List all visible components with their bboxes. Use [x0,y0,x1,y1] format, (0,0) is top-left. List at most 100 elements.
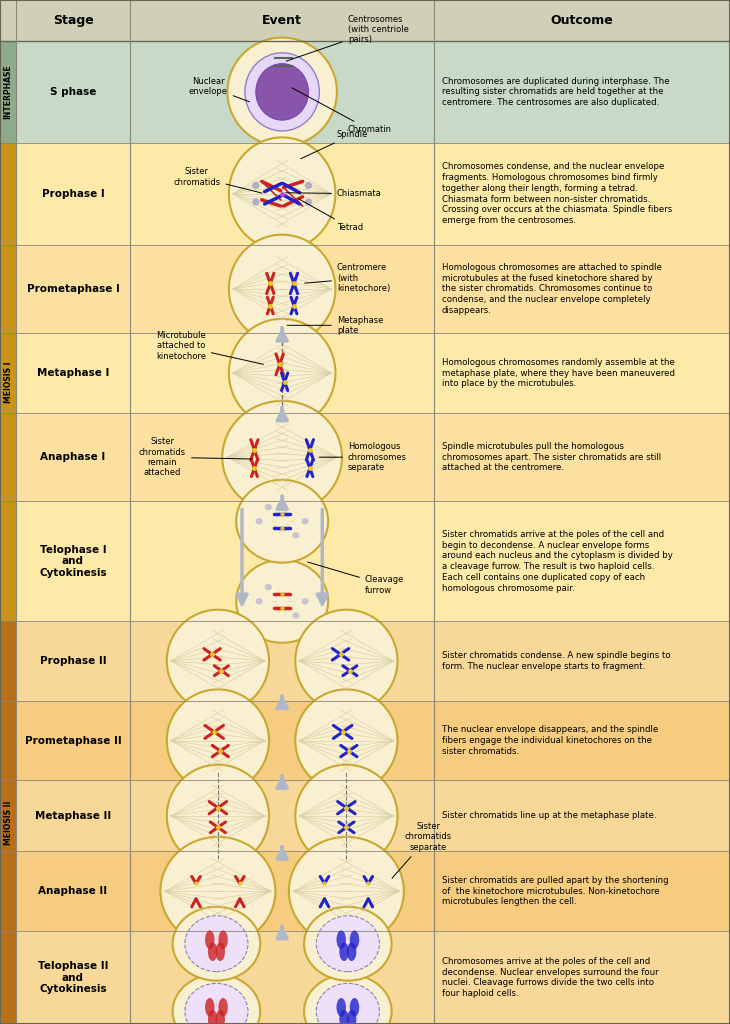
Text: Telophase I
and
Cytokinesis: Telophase I and Cytokinesis [39,545,107,578]
Bar [16,413,730,502]
Ellipse shape [301,518,309,524]
Text: The nuclear envelope disappears, and the spindle
fibers engage the individual ki: The nuclear envelope disappears, and the… [442,725,658,756]
Text: Sister chromatids line up at the metaphase plate.: Sister chromatids line up at the metapha… [442,811,656,820]
Text: Stage: Stage [53,14,93,27]
Bar [0,41,16,142]
Text: Cleavage
furrow: Cleavage furrow [308,562,404,595]
Ellipse shape [185,915,248,972]
Ellipse shape [347,942,356,961]
Bar [0,621,16,1024]
Text: Metaphase II: Metaphase II [35,811,111,821]
Ellipse shape [166,765,269,867]
Bar [16,700,730,780]
Text: Homologous chromosomes are attached to spindle
microtubules at the fused kinetoc: Homologous chromosomes are attached to s… [442,263,661,315]
Bar [16,931,730,1024]
Ellipse shape [292,612,299,618]
Ellipse shape [172,975,260,1024]
Text: Prophase II: Prophase II [39,656,107,666]
Text: Metaphase I: Metaphase I [36,368,110,378]
Ellipse shape [252,182,259,189]
Ellipse shape [350,998,359,1017]
Ellipse shape [185,983,248,1024]
Ellipse shape [236,560,328,643]
Text: Homologous
chromosomes
separate: Homologous chromosomes separate [319,442,407,472]
Ellipse shape [347,1010,356,1024]
Ellipse shape [295,609,397,712]
Ellipse shape [229,234,336,343]
Text: Sister
chromatids
remain
attached: Sister chromatids remain attached [139,437,252,477]
Ellipse shape [215,942,225,961]
Text: Spindle: Spindle [301,130,368,159]
Ellipse shape [222,400,342,513]
Text: Sister chromatids condense. A new spindle begins to
form. The nuclear envelope s: Sister chromatids condense. A new spindl… [442,651,670,671]
Text: Prometaphase II: Prometaphase II [25,735,121,745]
Text: Homologous chromosomes randomly assemble at the
metaphase plate, where they have: Homologous chromosomes randomly assemble… [442,357,675,388]
Bar [16,41,730,142]
Ellipse shape [245,53,320,131]
Ellipse shape [337,998,346,1017]
Bar [16,333,730,413]
Text: Outcome: Outcome [551,14,613,27]
Text: MEIOSIS I: MEIOSIS I [4,361,12,402]
Ellipse shape [205,931,215,949]
Ellipse shape [208,942,218,961]
Bar [16,245,730,333]
Ellipse shape [292,532,299,539]
Ellipse shape [316,983,380,1024]
Text: INTERPHASE: INTERPHASE [4,65,12,119]
Text: Anaphase I: Anaphase I [40,453,106,462]
Ellipse shape [252,199,259,206]
Ellipse shape [339,1010,349,1024]
Ellipse shape [350,931,359,949]
Ellipse shape [218,998,228,1017]
Text: Chromatin: Chromatin [292,88,392,134]
Ellipse shape [205,998,215,1017]
Ellipse shape [295,765,397,867]
Ellipse shape [218,931,228,949]
Ellipse shape [255,598,263,604]
Ellipse shape [166,689,269,792]
Text: MEIOSIS II: MEIOSIS II [4,801,12,845]
Ellipse shape [161,837,275,945]
Bar [16,621,730,700]
Bar [0,142,16,621]
Ellipse shape [301,598,309,604]
Ellipse shape [166,609,269,712]
Ellipse shape [265,584,272,590]
Text: Centrosomes
(with centriole
pairs): Centrosomes (with centriole pairs) [286,14,409,61]
Ellipse shape [305,182,312,189]
Ellipse shape [295,689,397,792]
Text: Prometaphase I: Prometaphase I [26,284,120,294]
Ellipse shape [316,915,380,972]
Text: Anaphase II: Anaphase II [39,886,107,896]
Ellipse shape [172,907,260,981]
Text: Chiasmata: Chiasmata [285,189,382,199]
Bar [16,851,730,931]
Text: S phase: S phase [50,87,96,97]
Ellipse shape [228,38,337,146]
Ellipse shape [255,518,263,524]
Text: Chromosomes are duplicated during interphase. The
resulting sister chromatids ar: Chromosomes are duplicated during interp… [442,77,669,108]
Ellipse shape [304,907,391,981]
Text: Sister chromatids are pulled apart by the shortening
of  the kinetochore microtu: Sister chromatids are pulled apart by th… [442,876,668,906]
Ellipse shape [304,975,391,1024]
Bar [16,142,730,245]
Bar [0,0,730,41]
Bar [16,502,730,621]
Text: Telophase II
and
Cytokinesis: Telophase II and Cytokinesis [38,961,108,994]
Ellipse shape [337,931,346,949]
Ellipse shape [215,1010,225,1024]
Text: Sister chromatids arrive at the poles of the cell and
begin to decondense. A nuc: Sister chromatids arrive at the poles of… [442,529,672,593]
Text: Centromere
(with
kinetochore): Centromere (with kinetochore) [304,263,390,293]
Ellipse shape [208,1010,218,1024]
Text: Chromosomes condense, and the nuclear envelope
fragments. Homologous chromosomes: Chromosomes condense, and the nuclear en… [442,163,672,225]
Text: Metaphase
plate: Metaphase plate [287,315,383,335]
Text: Prophase I: Prophase I [42,188,104,199]
Text: Spindle microtubules pull the homologous
chromosomes apart. The sister chromatid: Spindle microtubules pull the homologous… [442,442,661,472]
Ellipse shape [236,480,328,562]
Ellipse shape [229,318,336,427]
Bar [16,780,730,851]
Ellipse shape [339,942,349,961]
Text: Event: Event [262,14,302,27]
Text: Microtubule
attached to
kinetochore: Microtubule attached to kinetochore [156,331,264,365]
